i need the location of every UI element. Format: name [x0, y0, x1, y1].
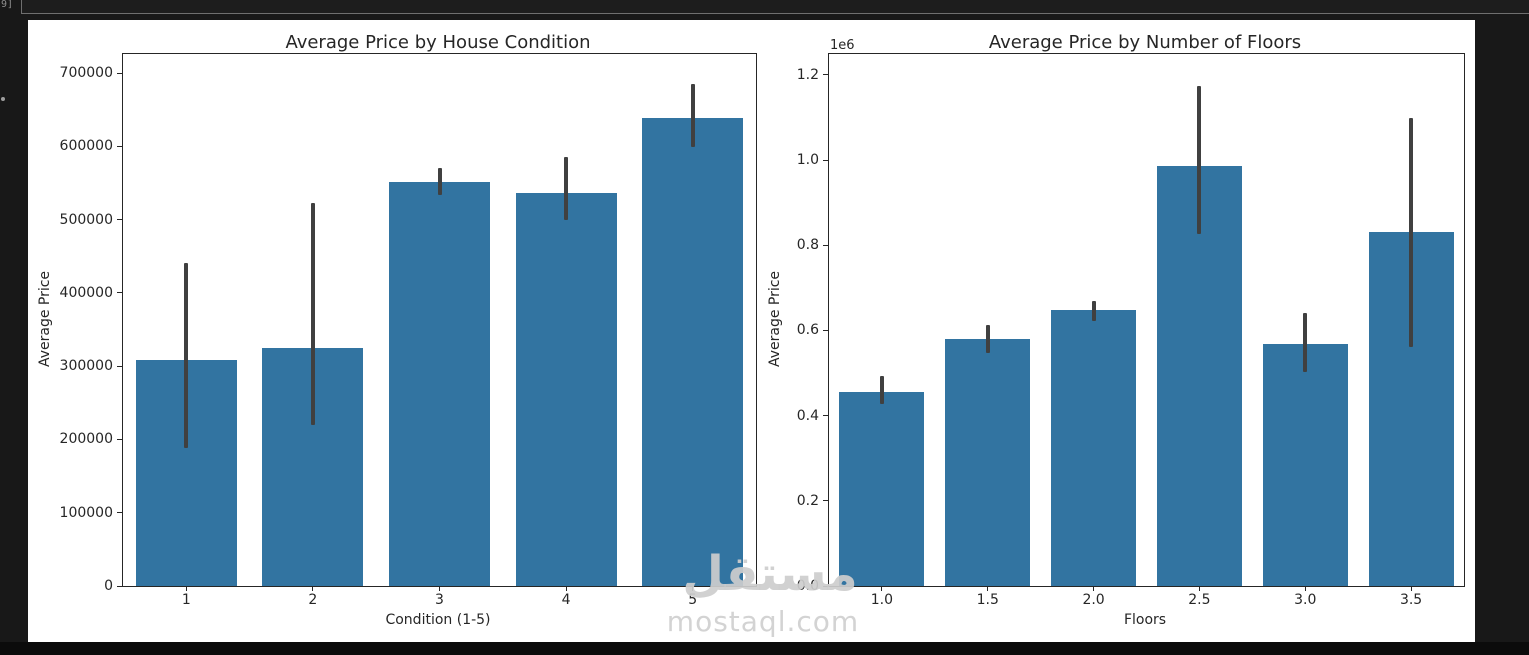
x-tick-label: 3 [435, 592, 444, 608]
error-bar [1197, 85, 1202, 234]
x-tick-label: 3.0 [1294, 592, 1317, 608]
y-tick-mark [823, 585, 828, 587]
gutter-dot-icon [1, 97, 5, 101]
y-tick-mark [823, 244, 828, 246]
execution-count-label: 9] [1, 0, 14, 10]
x-tick-mark [987, 586, 989, 591]
y-tick-label: 1.2 [796, 66, 819, 83]
x-tick-label: 2 [308, 592, 318, 608]
x-tick-label: 1.5 [976, 592, 999, 608]
y-axis-offset-label: 1e6 [830, 38, 855, 53]
y-tick-label: 0.8 [796, 237, 819, 254]
y-tick-label: 0.6 [796, 322, 819, 339]
bar [642, 117, 744, 586]
error-bar [564, 156, 569, 220]
x-tick-mark [1093, 586, 1095, 591]
y-tick-label: 400000 [59, 284, 113, 301]
y-tick-mark [823, 74, 828, 76]
y-tick-mark [117, 365, 122, 367]
x-tick-label: 1 [181, 592, 191, 608]
y-tick-label: 0.4 [796, 407, 819, 424]
x-axis-label-condition: Condition (1-5) [385, 612, 491, 628]
x-tick-mark [439, 586, 440, 591]
chart-title-condition: Average Price by House Condition [285, 32, 591, 53]
x-axis-label-floors: Floors [1123, 612, 1167, 628]
error-bar [985, 324, 990, 354]
bar [945, 338, 1031, 586]
y-tick-mark [117, 219, 122, 221]
error-bar [1091, 300, 1096, 321]
bar [1262, 344, 1348, 586]
y-tick-mark [823, 500, 828, 502]
y-tick-mark [117, 438, 122, 440]
error-bar [690, 84, 695, 148]
matplotlib-figure: Average Price by House Condition Average… [28, 20, 1475, 642]
y-tick-label: 700000 [59, 65, 113, 82]
plot-area-floors: 0.0 0.2 0.4 0.6 0.8 1.0 1.2 1.0 1.5 2.0 2.5 3.0 3.5 [797, 53, 1465, 608]
x-tick-label: 4 [561, 592, 571, 608]
y-tick-label: 100000 [59, 504, 113, 521]
x-tick-mark [692, 586, 694, 591]
y-tick-mark [823, 329, 828, 331]
y-tick-label: 0 [104, 578, 113, 594]
code-cell-strip[interactable] [21, 0, 1529, 14]
chart-title-floors: Average Price by Number of Floors [988, 32, 1302, 53]
x-tick-label: 5 [688, 592, 698, 608]
y-tick-mark [117, 585, 122, 587]
watermark-url-text: mostaql.com [666, 605, 860, 638]
plot-area-condition: 0 100000 200000 300000 400000 500000 600000 700… [60, 53, 757, 608]
error-bar [1303, 313, 1308, 372]
x-tick-label: 1.0 [870, 592, 894, 608]
error-bar [310, 203, 315, 425]
y-tick-label: 0.0 [796, 578, 819, 594]
y-tick-mark [823, 415, 828, 417]
bar [1156, 166, 1242, 586]
y-tick-mark [823, 159, 828, 161]
error-bar [437, 168, 442, 195]
x-tick-mark [1410, 586, 1412, 591]
bar [1051, 309, 1137, 586]
error-bar [184, 262, 189, 449]
x-tick-mark [565, 586, 567, 591]
error-bar [1409, 118, 1414, 348]
x-tick-mark [185, 586, 187, 591]
bottom-dark-band [0, 642, 1529, 655]
y-tick-label: 500000 [59, 211, 113, 228]
y-tick-label: 300000 [59, 358, 113, 375]
y-tick-label: 200000 [59, 431, 113, 448]
y-tick-mark [117, 145, 122, 147]
y-tick-label: 600000 [59, 138, 113, 155]
x-tick-label: 2.0 [1082, 592, 1105, 608]
y-tick-mark [117, 512, 122, 514]
y-tick-label: 0.2 [796, 492, 819, 509]
x-tick-mark [1198, 586, 1200, 591]
x-tick-label: 3.5 [1399, 592, 1423, 608]
error-bar [879, 375, 884, 405]
bar [839, 392, 925, 586]
y-tick-mark [117, 292, 122, 294]
y-axis-label-floors: Average Price [767, 270, 783, 368]
x-tick-label: 2.5 [1188, 592, 1211, 608]
watermark-arabic-text: مستقل [682, 546, 858, 602]
x-tick-mark [881, 586, 883, 591]
x-tick-mark [1304, 586, 1306, 591]
bar [389, 181, 490, 586]
y-tick-label: 1.0 [796, 152, 819, 169]
y-tick-mark [117, 72, 122, 74]
bar [515, 193, 617, 586]
x-tick-mark [312, 586, 314, 591]
